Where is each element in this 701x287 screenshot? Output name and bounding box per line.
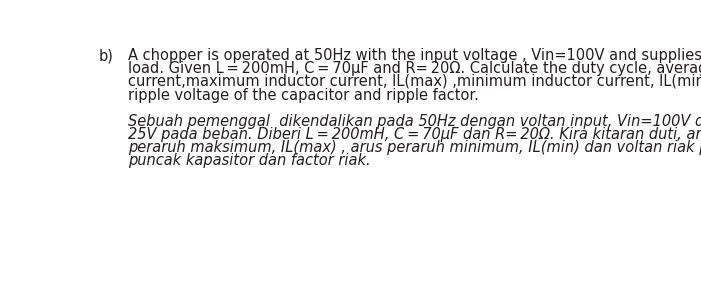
Text: peraruh maksimum, IL(max) , arus peraruh minimum, IL(min) dan voltan riak puncak: peraruh maksimum, IL(max) , arus peraruh…: [128, 140, 701, 155]
Text: Sebuah pemenggal  dikendalikan pada 50Hz dengan voltan input, Vin=100V dan bekal: Sebuah pemenggal dikendalikan pada 50Hz …: [128, 114, 701, 129]
Text: current,maximum inductor current, IL(max) ,minimum inductor current, IL(min) , p: current,maximum inductor current, IL(max…: [128, 75, 701, 90]
Text: A chopper is operated at 50Hz with the input voltage , Vin=100V and supplies a 2: A chopper is operated at 50Hz with the i…: [128, 48, 701, 63]
Text: load. Given L = 200mH, C = 70μF and R= 20Ω. Calculate the duty cycle, average in: load. Given L = 200mH, C = 70μF and R= 2…: [128, 61, 701, 76]
Text: puncak kapasitor dan factor riak.: puncak kapasitor dan factor riak.: [128, 153, 371, 168]
Text: ripple voltage of the capacitor and ripple factor.: ripple voltage of the capacitor and ripp…: [128, 88, 479, 102]
Text: b): b): [98, 48, 114, 63]
Text: 25V pada beban. Diberi L = 200mH, C = 70μF dan R= 20Ω. Kira kitaran duti, arus: 25V pada beban. Diberi L = 200mH, C = 70…: [128, 127, 701, 142]
